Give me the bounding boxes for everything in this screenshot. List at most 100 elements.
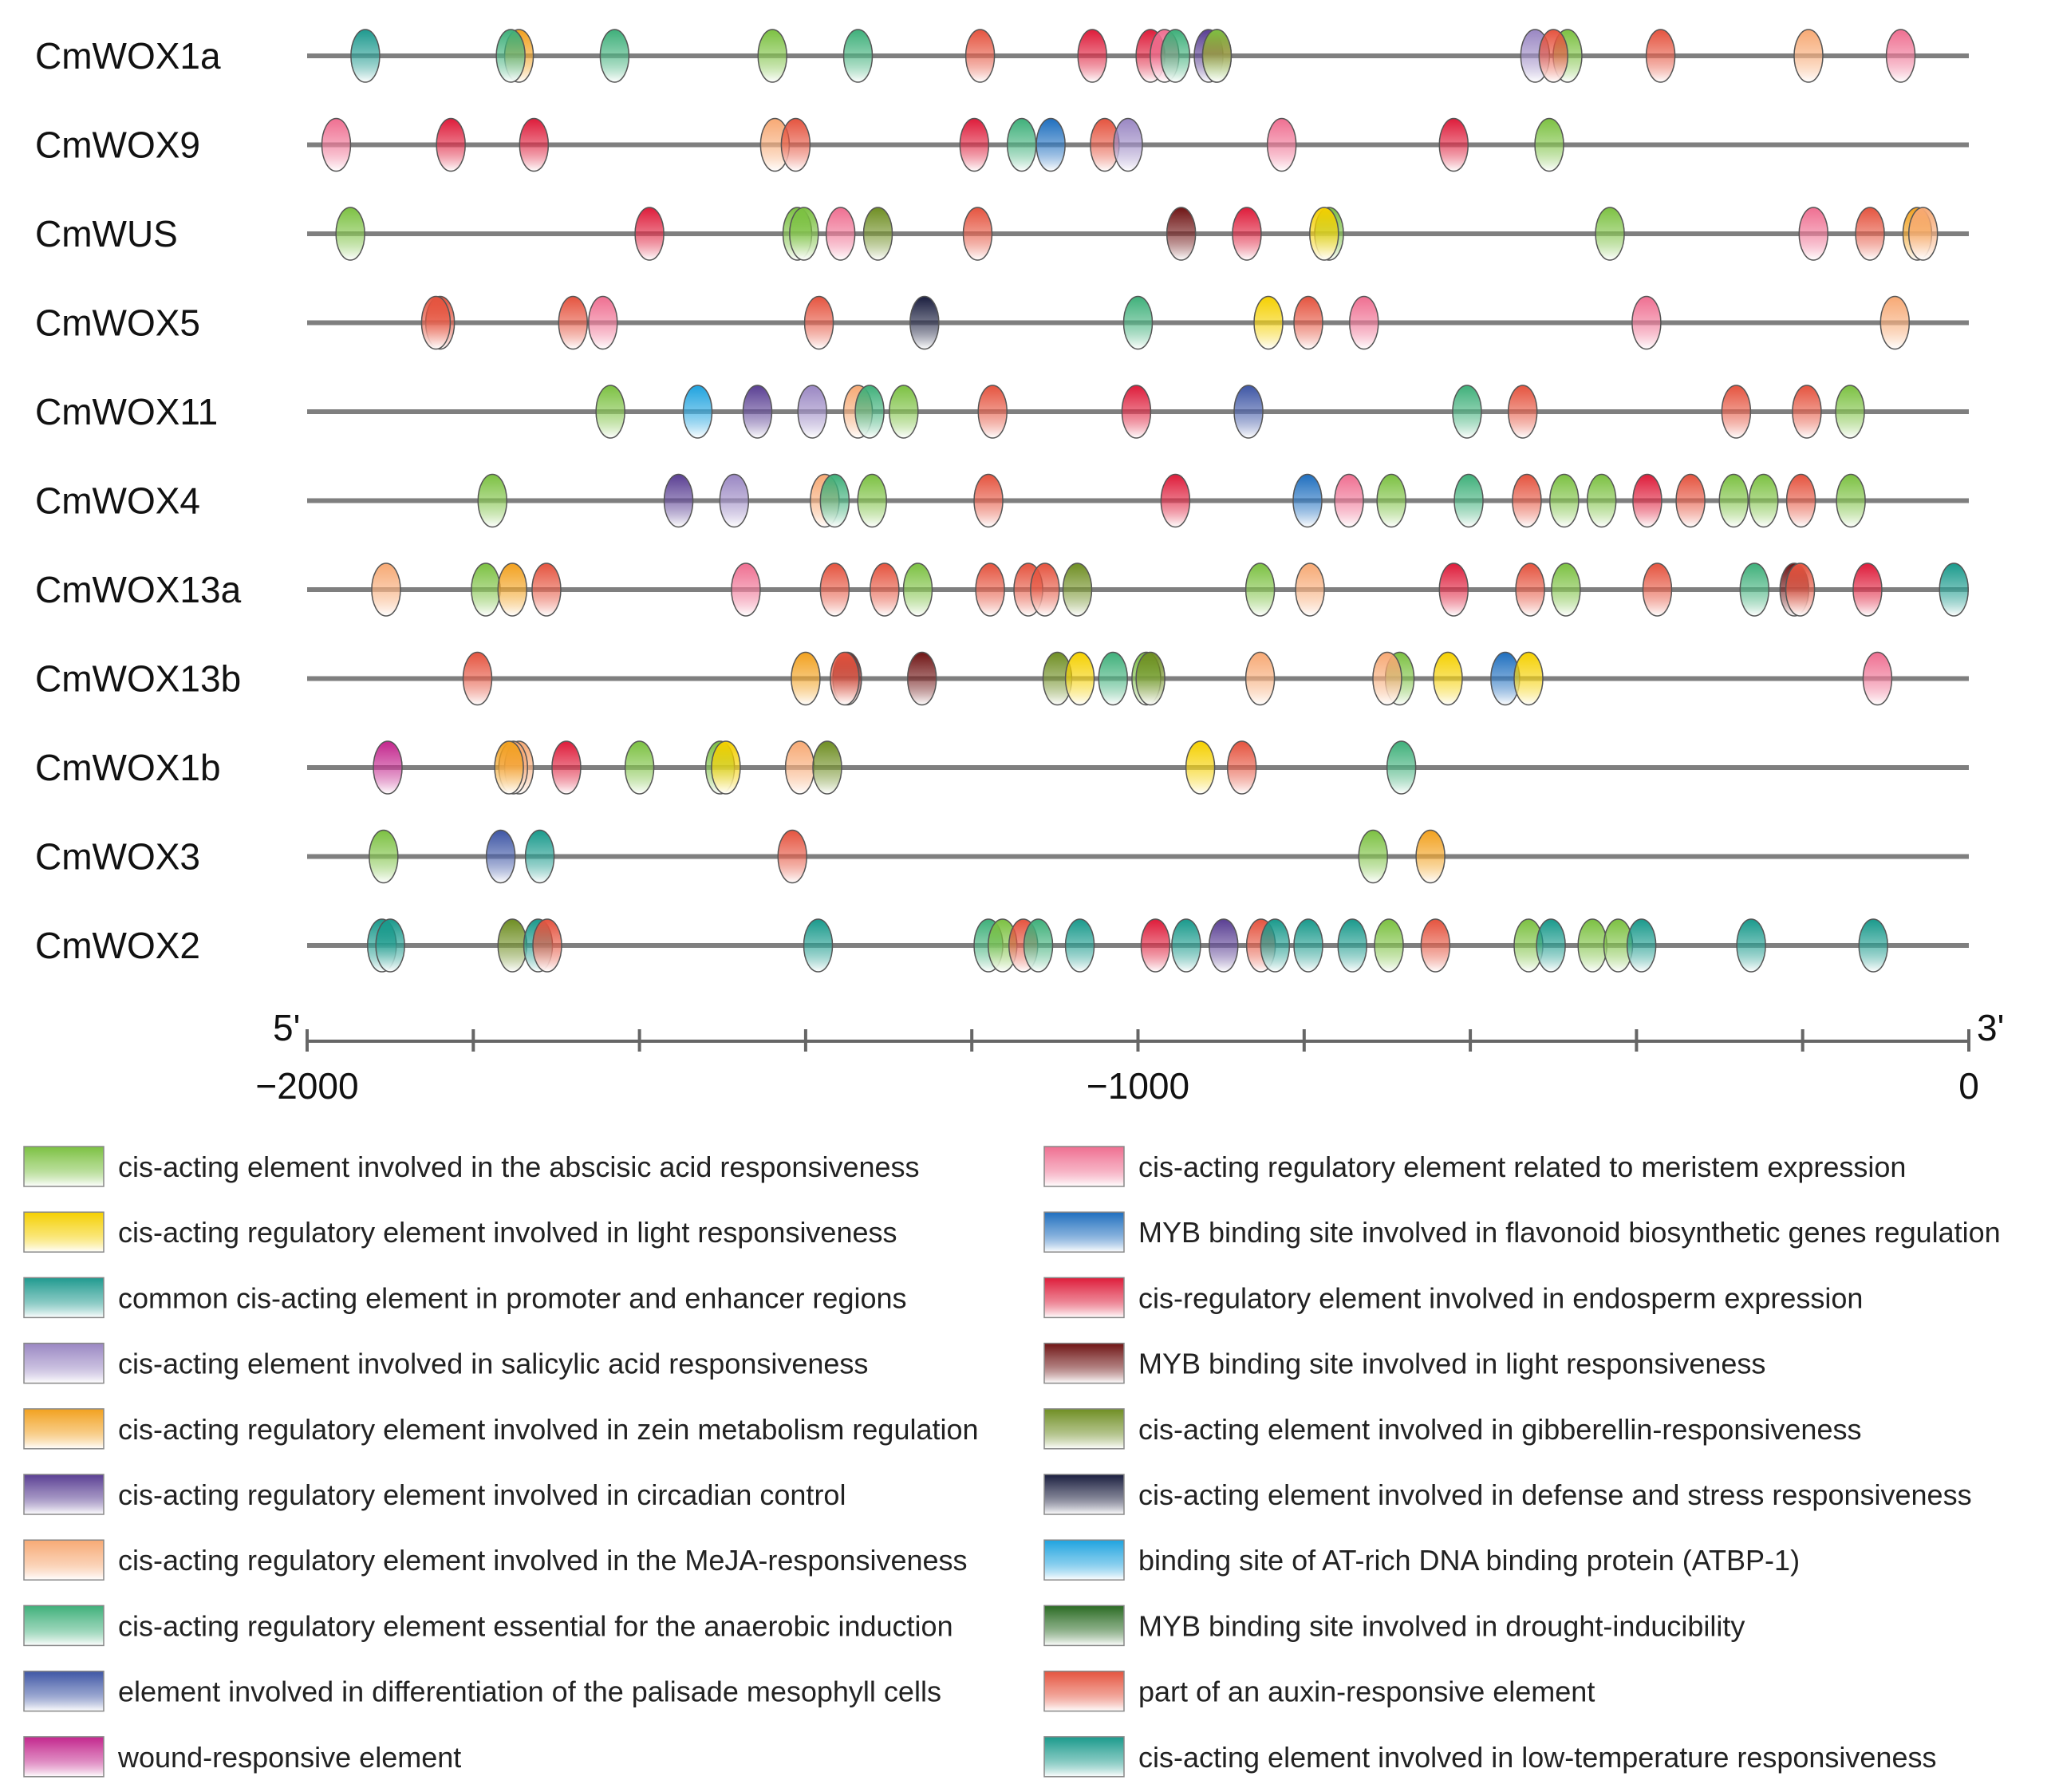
element-endosperm (634, 207, 665, 261)
element-meja (1372, 651, 1402, 706)
axis-5prime-label: 5' (273, 1007, 300, 1048)
element-anaerobic (599, 29, 630, 83)
legend-item-meristem: cis-acting regulatory element related to… (1043, 1146, 1906, 1187)
gene-row-cmwox13b: CmWOX13b (35, 651, 1969, 706)
element-lowtemp (1064, 918, 1095, 973)
legend-label: element involved in differentiation of t… (118, 1676, 941, 1708)
element-endosperm (1438, 562, 1469, 617)
gene-label: CmWOX13a (35, 569, 242, 610)
axis-value-label: 0 (1958, 1065, 1979, 1107)
legend-label: cis-acting regulatory element involved i… (118, 1544, 968, 1577)
element-auxin (1420, 918, 1451, 973)
element-abscisic (1586, 473, 1617, 528)
legend-label: cis-acting element involved in gibberell… (1138, 1413, 1861, 1446)
element-light (1309, 207, 1339, 261)
element-abscisic (757, 29, 787, 83)
element-auxin (1721, 385, 1752, 439)
element-anaerobic (495, 29, 526, 83)
legend-label: cis-acting regulatory element related to… (1138, 1151, 1906, 1183)
axis-3prime-label: 3' (1977, 1007, 2004, 1048)
element-lowtemp (803, 918, 834, 973)
legend-item-myb-flavonoid: MYB binding site involved in flavonoid b… (1043, 1211, 2001, 1253)
element-light (1185, 740, 1216, 795)
gene-label: CmWOX2 (35, 925, 200, 966)
legend-swatch (23, 1277, 105, 1319)
gene-row-cmwox13a: CmWOX13a (35, 562, 1970, 617)
element-auxin (962, 207, 993, 261)
legend-label: binding site of AT-rich DNA binding prot… (1138, 1544, 1800, 1577)
element-auxin (973, 473, 1004, 528)
legend-label: cis-acting element involved in salicylic… (118, 1348, 868, 1380)
legend-swatch (23, 1342, 105, 1384)
element-endosperm (436, 117, 466, 172)
element-anaerobic (819, 473, 850, 528)
element-auxin (532, 918, 562, 973)
element-auxin (462, 651, 493, 706)
legend-swatch (23, 1211, 105, 1253)
element-endosperm (551, 740, 582, 795)
legend-swatch (1043, 1670, 1125, 1712)
legend-item-palisade: element involved in differentiation of t… (23, 1670, 941, 1712)
gene-label: CmWOX9 (35, 124, 200, 166)
element-lowtemp (1260, 918, 1291, 973)
element-auxin (1675, 473, 1706, 528)
legend-label: cis-acting regulatory element involved i… (118, 1216, 897, 1249)
element-meja (371, 562, 401, 617)
legend-item-light: cis-acting regulatory element involved i… (23, 1211, 897, 1253)
element-meja (1295, 562, 1325, 617)
element-auxin (964, 29, 996, 83)
legend-label: cis-acting regulatory element essential … (118, 1609, 953, 1642)
element-lowtemp (1293, 918, 1323, 973)
element-anaerobic (1160, 29, 1191, 83)
element-light (1253, 295, 1284, 350)
legend-item-salicylic: cis-acting element involved in salicylic… (23, 1342, 868, 1384)
element-auxin (1226, 740, 1257, 795)
legend-swatch (23, 1605, 105, 1647)
element-meristem (1266, 117, 1297, 172)
gene-label: CmWUS (35, 213, 178, 255)
legend-item-endosperm: cis-regulatory element involved in endos… (1043, 1277, 1863, 1319)
element-auxin (558, 295, 589, 350)
element-auxin (531, 562, 562, 617)
element-light (1513, 651, 1544, 706)
gene-label: CmWOX4 (35, 480, 200, 522)
element-anaerobic (1122, 295, 1154, 350)
legend-swatch (23, 1146, 105, 1187)
element-abscisic (624, 740, 655, 795)
element-abscisic (1836, 473, 1866, 528)
gene-row-cmwox1a: CmWOX1a (35, 29, 1969, 83)
element-meja (1907, 207, 1939, 261)
gene-label: CmWOX13b (35, 658, 241, 700)
element-auxin (777, 829, 807, 884)
element-abscisic (1376, 473, 1406, 528)
element-endosperm (1852, 562, 1883, 617)
gene-row-cmwox4: CmWOX4 (35, 473, 1969, 528)
element-meja (784, 740, 815, 795)
element-light (1433, 651, 1463, 706)
element-abscisic (889, 385, 919, 439)
element-meja (1244, 651, 1276, 706)
legend-swatch (1043, 1539, 1125, 1581)
element-auxin (975, 562, 1005, 617)
legend-item-common: common cis-acting element in promoter an… (23, 1277, 907, 1319)
legend-label: MYB binding site involved in light respo… (1138, 1348, 1765, 1380)
element-lowtemp (524, 829, 555, 884)
element-auxin (1792, 385, 1822, 439)
element-myb-light (1166, 207, 1197, 261)
element-common (350, 29, 381, 83)
element-meristem (731, 562, 761, 617)
element-auxin (870, 562, 900, 617)
element-meristem (1862, 651, 1893, 706)
element-anaerobic (842, 29, 874, 83)
element-auxin (1785, 562, 1816, 617)
element-atbp (682, 385, 713, 439)
element-abscisic (1835, 385, 1865, 439)
element-abscisic (1748, 473, 1779, 528)
legend-swatch (1043, 1736, 1125, 1778)
element-anaerobic (854, 385, 885, 439)
legend-item-wound: wound-responsive element (23, 1736, 461, 1778)
element-abscisic (1244, 562, 1276, 617)
element-auxin (819, 562, 850, 617)
legend-item-meja: cis-acting regulatory element involved i… (23, 1539, 968, 1581)
legend-label: cis-regulatory element involved in endos… (1138, 1281, 1863, 1314)
